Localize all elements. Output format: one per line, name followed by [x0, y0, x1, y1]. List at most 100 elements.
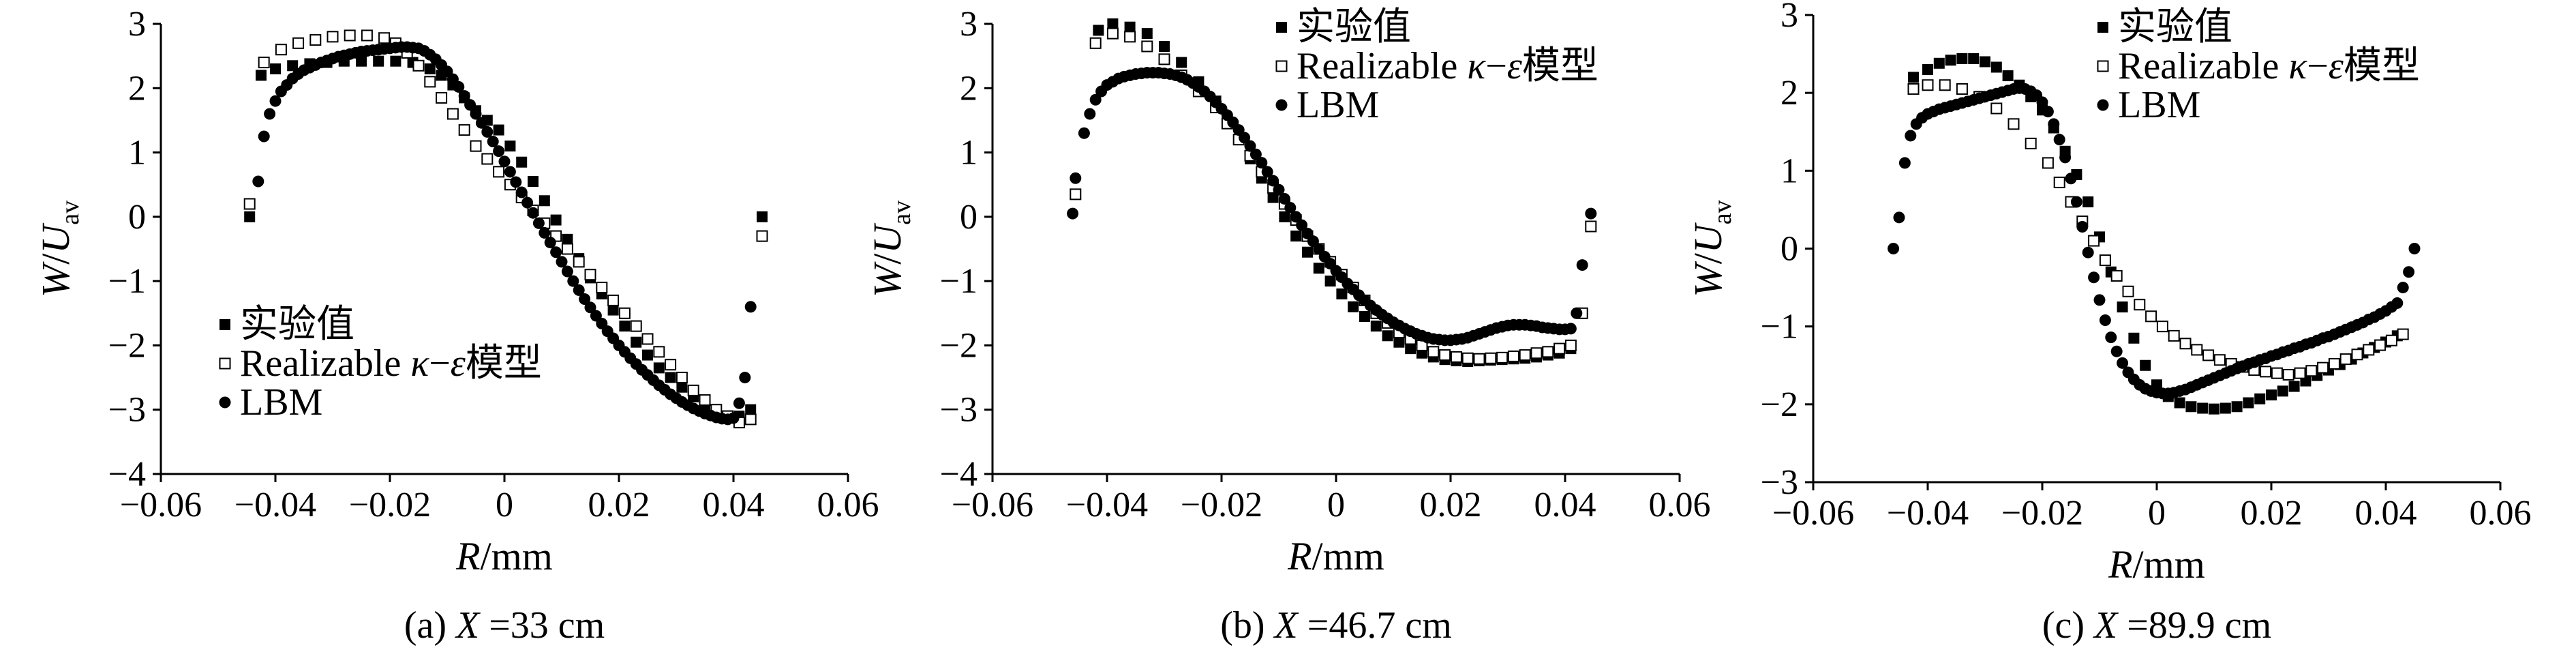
data-point: [757, 211, 768, 222]
x-tick-label: −0.02: [1181, 486, 1262, 524]
y-tick-label: 1: [128, 134, 146, 173]
data-point: [2128, 332, 2140, 344]
data-point: [2260, 366, 2272, 378]
y-tick-label: 2: [960, 69, 978, 108]
data-point: [424, 76, 436, 88]
y-tick-label: 3: [1781, 0, 1798, 35]
data-point: [733, 397, 745, 409]
data-point: [2179, 338, 2192, 350]
data-point: [361, 29, 373, 42]
y-tick-label: 3: [128, 5, 146, 44]
data-point: [1070, 188, 1082, 201]
data-point: [1370, 321, 1382, 332]
data-point: [2082, 246, 2094, 258]
data-point: [2117, 301, 2128, 313]
data-point: [1893, 211, 1905, 224]
data-point: [1922, 63, 1933, 75]
x-tick-label: 0.06: [2470, 494, 2532, 533]
x-tick-label: −0.04: [1066, 486, 1148, 524]
data-point: [556, 256, 568, 268]
data-point: [607, 304, 619, 316]
chart-panel-1: −0.06 −0.04 −0.02 0 0.02 0.04 0.06 3 2 1 0 −1 −2 −3 −4…: [33, 5, 879, 647]
data-point: [2088, 271, 2100, 284]
data-point: [727, 412, 740, 424]
legend-marker: [1275, 99, 1288, 111]
data-point: [630, 320, 642, 332]
data-point: [2174, 397, 2185, 409]
legend-label: Realizable κ−ε模型: [240, 342, 542, 385]
data-point: [1905, 130, 1917, 142]
legend-marker: [2097, 22, 2108, 33]
data-point: [356, 55, 367, 67]
y-tick-label: 1: [1781, 151, 1798, 190]
data-point: [1933, 57, 1945, 69]
x-tick-label: 0: [1327, 486, 1345, 524]
data-point: [1267, 175, 1279, 187]
data-point: [258, 130, 270, 143]
data-point: [2351, 349, 2363, 361]
data-point: [287, 60, 299, 72]
data-point: [1496, 351, 1509, 364]
data-point: [412, 59, 425, 72]
data-point: [2254, 393, 2266, 404]
y-tick-label: 0: [1781, 230, 1798, 269]
data-point: [2110, 269, 2123, 282]
data-point: [493, 124, 504, 136]
data-point: [676, 381, 688, 393]
data-point: [1159, 41, 1170, 52]
data-point: [539, 226, 551, 239]
x-axis-title: R/mm: [2108, 542, 2205, 587]
data-point: [2403, 266, 2415, 278]
data-point: [1922, 79, 1934, 91]
data-point: [1313, 263, 1324, 274]
data-point: [573, 256, 585, 268]
x-tick-label: −0.04: [1887, 494, 1969, 533]
data-point: [515, 186, 528, 198]
y-tick-label: −2: [1761, 385, 1798, 424]
x-tick-label: 0.04: [703, 486, 765, 524]
y-tick-label: 2: [128, 69, 146, 108]
data-point: [269, 95, 282, 107]
series-square-open: [1907, 79, 2409, 381]
data-point: [562, 233, 573, 245]
y-axis-title: W/Uav: [33, 201, 85, 297]
data-point: [1542, 346, 1554, 358]
x-tick-label: −0.06: [952, 486, 1033, 524]
data-point: [1070, 172, 1082, 184]
data-point: [373, 55, 384, 67]
data-point: [327, 31, 339, 43]
data-point: [2042, 106, 2054, 118]
data-point: [1158, 53, 1170, 65]
data-point: [2088, 235, 2100, 247]
legend-marker: [219, 396, 231, 409]
x-tick-label: 0.02: [1420, 486, 1482, 524]
data-point: [2117, 357, 2129, 369]
data-point: [1107, 18, 1119, 29]
panel-caption: (b) X =46.7 cm: [1220, 604, 1452, 647]
data-point: [1564, 339, 1577, 351]
data-point: [1084, 108, 1096, 120]
data-point: [699, 394, 711, 406]
legend-marker: [219, 357, 231, 370]
data-point: [2185, 401, 2197, 413]
data-point: [631, 336, 642, 348]
data-point: [292, 37, 305, 49]
x-tick-label: 0.06: [1649, 486, 1711, 524]
data-point: [739, 372, 751, 384]
data-point: [1405, 343, 1416, 355]
data-point: [1244, 140, 1256, 152]
y-tick-label: −3: [108, 391, 146, 430]
data-point: [252, 175, 264, 188]
y-tick-label: −1: [108, 262, 146, 301]
data-point: [1249, 148, 1262, 160]
data-point: [527, 207, 539, 219]
data-point: [1530, 347, 1543, 359]
x-axis-title: R/mm: [1287, 534, 1384, 578]
legend-marker: [2097, 60, 2109, 72]
data-point: [1956, 53, 1968, 64]
data-point: [487, 136, 499, 148]
x-tick-label: 0.04: [2355, 494, 2417, 533]
data-point: [653, 346, 665, 358]
